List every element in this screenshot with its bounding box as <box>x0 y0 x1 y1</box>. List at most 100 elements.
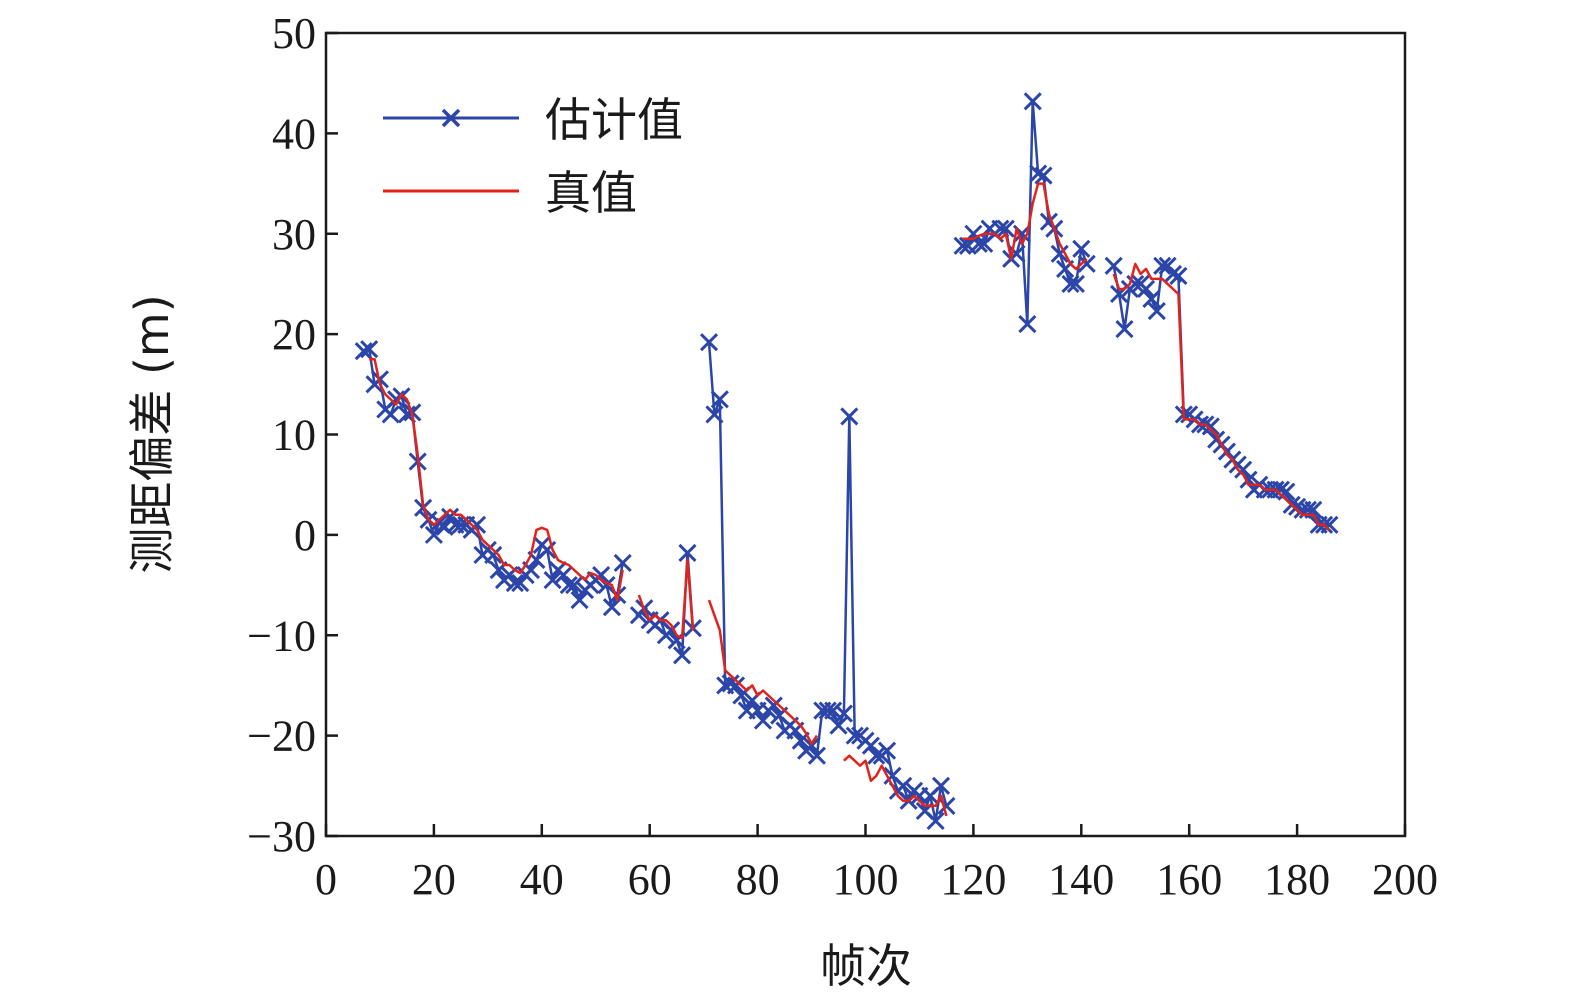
x-tick-label: 140 <box>1048 855 1114 904</box>
series-line-segment <box>1112 262 1331 531</box>
data-point-marker <box>829 716 848 735</box>
data-point-marker <box>484 545 503 565</box>
data-point-marker <box>867 746 886 765</box>
data-point-marker <box>538 540 557 559</box>
data-point-marker <box>592 565 611 585</box>
series-line-segment <box>707 342 948 823</box>
x-axis-title: 帧次 <box>820 939 912 993</box>
data-point-marker <box>996 219 1015 238</box>
data-point-marker <box>1115 320 1134 339</box>
data-point-marker <box>505 573 524 593</box>
data-point-marker <box>845 726 864 745</box>
data-point-marker <box>1136 279 1156 299</box>
legend-label-truth: 真值 <box>545 166 637 220</box>
data-point-marker <box>673 646 692 665</box>
data-point-marker <box>441 507 460 526</box>
data-point-marker <box>834 704 853 723</box>
y-tick-label: 30 <box>272 210 316 259</box>
plot-frame <box>324 31 1407 838</box>
x-tick-label: 0 <box>315 855 337 904</box>
y-tick-label: 10 <box>272 411 316 460</box>
data-point-marker <box>1029 164 1048 183</box>
data-point-marker <box>818 701 837 720</box>
data-point-marker <box>678 543 697 563</box>
data-point-marker <box>1234 460 1253 479</box>
data-point-marker <box>931 776 951 795</box>
data-point-marker <box>1061 274 1080 293</box>
data-point-marker <box>1126 274 1145 293</box>
series-line-segment <box>962 182 1088 271</box>
data-point-marker <box>1018 315 1037 334</box>
data-point-marker <box>1163 264 1183 283</box>
y-tick-label: −10 <box>247 611 316 660</box>
data-point-marker <box>381 405 400 424</box>
data-point-marker <box>878 741 897 760</box>
x-tick-label: 100 <box>833 855 899 904</box>
data-point-marker <box>807 746 827 765</box>
x-tick-label: 80 <box>736 855 780 904</box>
legend-marker-estimate <box>441 108 461 128</box>
series-estimate <box>354 92 1339 831</box>
x-tick-label: 40 <box>520 855 564 904</box>
data-point-marker <box>802 736 821 755</box>
data-point-marker <box>1169 266 1188 285</box>
y-tick-label: 0 <box>294 511 316 560</box>
series-truth <box>369 182 1331 817</box>
x-tick-label: 200 <box>1372 855 1438 904</box>
data-point-marker <box>753 711 773 730</box>
data-point-marker <box>602 598 621 617</box>
series-line-segment <box>707 599 818 745</box>
data-point-marker <box>559 576 578 595</box>
y-axis-title: 测距偏差 (m) <box>125 294 179 573</box>
data-point-marker <box>354 342 373 361</box>
data-point-marker <box>824 701 843 720</box>
x-tick-label: 60 <box>628 855 672 904</box>
data-point-marker <box>1077 254 1096 273</box>
data-point-marker <box>726 676 746 695</box>
data-point-marker <box>1320 515 1339 534</box>
data-point-marker <box>360 340 379 359</box>
y-tick-label: 20 <box>272 310 316 359</box>
data-point-marker <box>705 405 724 424</box>
series-line-segment <box>637 558 695 640</box>
data-point-marker <box>1153 256 1172 275</box>
series-line-segment <box>369 357 624 602</box>
data-point-marker <box>1104 256 1123 275</box>
data-point-marker <box>511 573 530 593</box>
data-point-marker <box>1072 239 1091 258</box>
axes-layer: 0 20 40 60 80 100 120 140 160 180 200 −30 −20 −10 0 10 2… <box>247 9 1438 904</box>
legend-label-estimate: 估计值 <box>545 93 683 147</box>
data-point-marker <box>1023 92 1042 111</box>
series-line-segment <box>363 347 624 609</box>
data-point-marker <box>565 576 584 595</box>
series-line-segment <box>843 754 948 817</box>
data-point-marker <box>424 525 443 544</box>
data-point-marker <box>1288 497 1307 516</box>
data-point-marker <box>840 407 859 426</box>
data-point-marker <box>894 776 913 795</box>
y-tick-label: 50 <box>272 9 316 58</box>
data-point-marker <box>764 696 783 715</box>
data-point-marker <box>1034 166 1053 185</box>
x-tick-label: 20 <box>412 855 456 904</box>
data-point-marker <box>1277 482 1296 501</box>
data-point-marker <box>699 333 719 352</box>
data-point-marker <box>1201 417 1220 436</box>
data-point-marker <box>1142 289 1161 309</box>
y-tick-label: 40 <box>272 109 316 158</box>
data-point-marker <box>926 811 945 831</box>
legend: 估计值 真值 <box>383 93 683 220</box>
data-point-marker <box>1050 244 1069 263</box>
x-tick-label: 120 <box>940 855 1006 904</box>
data-point-marker <box>1066 274 1085 293</box>
data-point-marker <box>613 553 632 573</box>
y-tick-label: −30 <box>247 812 316 861</box>
series-layer <box>354 92 1339 831</box>
x-tick-label: 180 <box>1264 855 1330 904</box>
data-point-marker <box>570 591 589 610</box>
data-point-marker <box>543 570 562 590</box>
data-point-marker <box>1147 301 1166 321</box>
data-point-marker <box>1271 480 1290 499</box>
data-point-marker <box>710 390 729 409</box>
